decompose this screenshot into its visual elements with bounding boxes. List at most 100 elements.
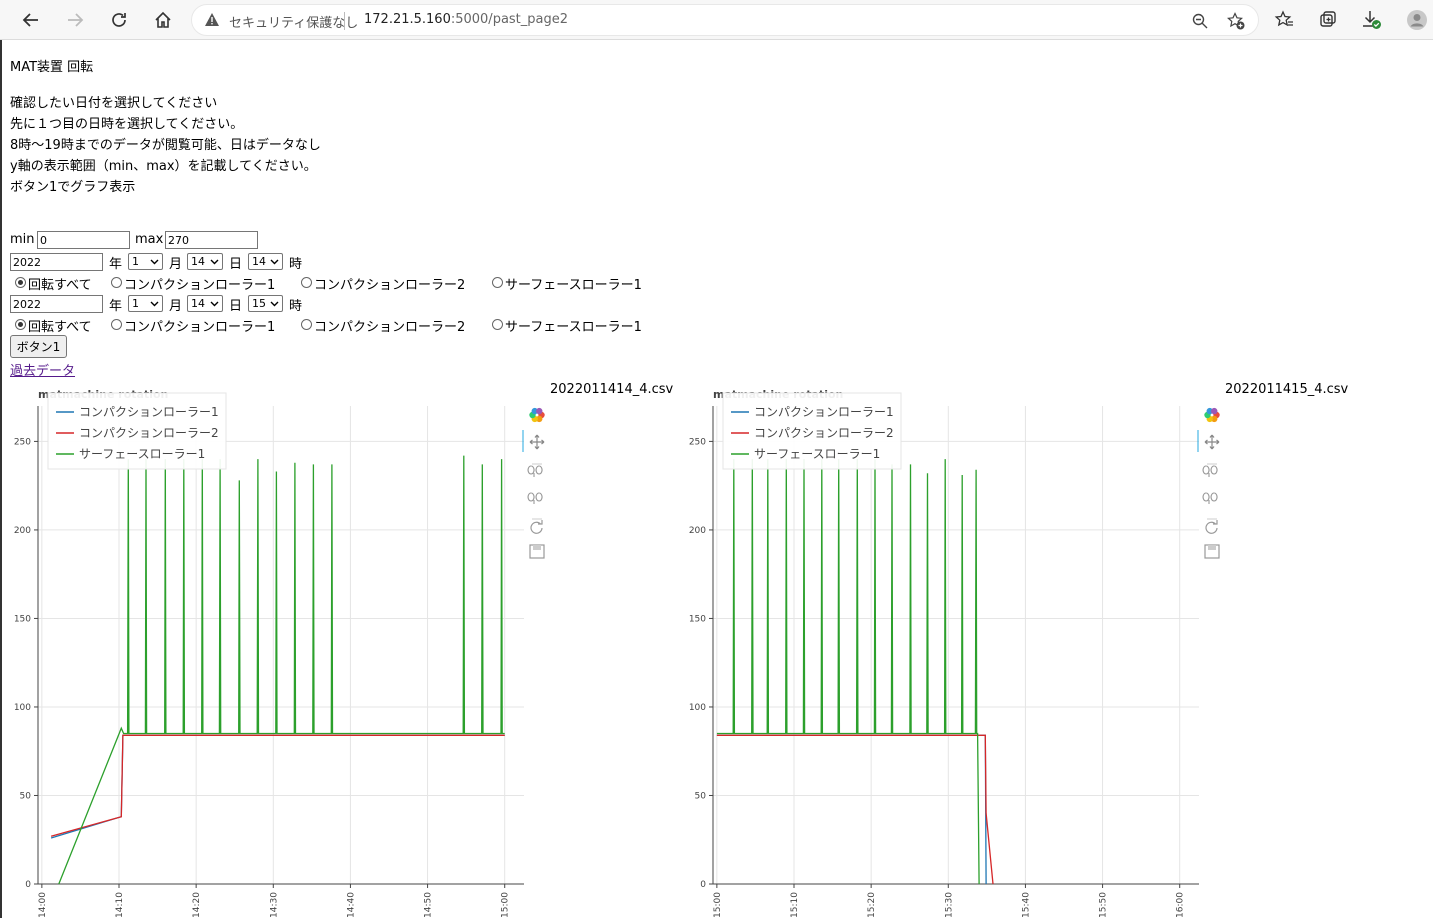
zoom-icon[interactable] <box>1192 13 1208 29</box>
radio-label: サーフェースローラー1 <box>505 278 642 293</box>
radio-label: コンパクションローラー2 <box>314 278 466 293</box>
home-icon <box>155 11 171 28</box>
x-tick-label: 15:50 <box>1099 892 1109 918</box>
bokeh-logo-icon <box>1204 407 1220 423</box>
warning-triangle-icon <box>205 13 219 26</box>
chevron-down-icon <box>150 259 159 265</box>
url-path: :5000/past_page2 <box>450 12 569 27</box>
month-value: 1 <box>132 297 139 310</box>
collections-button[interactable] <box>1314 6 1342 34</box>
home-button[interactable] <box>149 6 177 34</box>
y-tick-label: 50 <box>20 791 32 801</box>
downloads-button[interactable] <box>1358 6 1386 34</box>
chevron-down-icon <box>270 301 279 307</box>
y-tick-label: 250 <box>689 437 706 447</box>
y-tick-label: 100 <box>689 703 706 713</box>
rotation-chart-2: matmachine rotation05010015020025015:001… <box>689 388 1220 918</box>
favorites-button[interactable] <box>1270 6 1298 34</box>
y-tick-label: 0 <box>25 880 31 890</box>
month-unit: 月 <box>169 299 183 314</box>
min-input[interactable] <box>37 231 130 249</box>
y-tick-label: 0 <box>700 880 706 890</box>
radio-label: コンパクションローラー2 <box>314 320 466 335</box>
add-favorite-icon[interactable] <box>1227 12 1245 30</box>
pan-tool-icon <box>529 434 545 450</box>
radio-all-1[interactable] <box>15 277 26 288</box>
legend-box <box>47 392 227 470</box>
back-arrow-icon <box>22 13 38 27</box>
legend-box <box>722 392 902 470</box>
instruction-line: 先に１つ目の日時を選択してください。 <box>10 117 244 132</box>
rotation-chart-1: matmachine rotation05010015020025014:001… <box>14 388 545 918</box>
reload-button[interactable] <box>105 6 133 34</box>
radio-label: 回転すべて <box>28 320 92 335</box>
save-tool-icon-label <box>1208 545 1216 550</box>
hour-value: 14 <box>252 255 266 268</box>
hour-unit: 時 <box>289 257 303 272</box>
radio-surface-roller-1-a[interactable] <box>492 277 503 288</box>
browser-toolbar: セキュリティ保護なし 172.21.5.160:5000/past_page2 <box>0 0 1433 40</box>
instruction-line: ボタン1でグラフ表示 <box>10 180 136 195</box>
max-input[interactable] <box>165 231 258 249</box>
pan-tool-icon <box>1204 434 1220 450</box>
back-button[interactable] <box>17 6 45 34</box>
x-tick-label: 14:00 <box>38 892 48 918</box>
reset-tool-icon <box>530 520 543 534</box>
chevron-down-icon <box>210 259 219 265</box>
radio-compaction-roller-2-a[interactable] <box>301 277 312 288</box>
left-edge-bar <box>0 40 2 918</box>
day-unit: 日 <box>229 299 243 314</box>
x-tick-label: 16:00 <box>1176 892 1186 918</box>
chevron-down-icon <box>270 259 279 265</box>
radio-label: コンパクションローラー1 <box>124 320 276 335</box>
address-separator <box>344 12 345 30</box>
radio-label: 回転すべて <box>28 278 92 293</box>
x-tick-label: 15:30 <box>944 892 954 918</box>
address-bar[interactable]: セキュリティ保護なし 172.21.5.160:5000/past_page2 <box>191 4 1259 36</box>
radio-all-2[interactable] <box>15 319 26 330</box>
day-select-2[interactable]: 14 <box>187 295 223 312</box>
x-tick-label: 15:00 <box>501 892 511 918</box>
graph-button[interactable]: ボタン1 <box>10 335 67 358</box>
wheel-zoom-tool-icon <box>527 465 543 477</box>
x-tick-label: 15:00 <box>713 892 723 918</box>
download-icon <box>1363 11 1381 29</box>
radio-surface-roller-1-b[interactable] <box>492 319 503 330</box>
instruction-line: 確認したい日付を選択してください <box>10 96 218 111</box>
day-select-1[interactable]: 14 <box>187 253 223 270</box>
save-tool-icon-label <box>533 545 541 550</box>
security-status: セキュリティ保護なし <box>229 16 359 31</box>
hour-select-1[interactable]: 14 <box>248 253 283 270</box>
page-content: MAT装置 回転 確認したい日付を選択してください 先に１つ目の日時を選択してく… <box>0 40 1433 918</box>
box-zoom-tool-icon <box>1202 492 1218 504</box>
reload-icon <box>112 13 126 27</box>
legend-label: コンパクションローラー2 <box>754 426 894 440</box>
series-line-3 <box>716 459 980 885</box>
radio-compaction-roller-1-a[interactable] <box>111 277 122 288</box>
day-unit: 日 <box>229 257 243 272</box>
url-text: 172.21.5.160:5000/past_page2 <box>364 12 568 27</box>
y-tick-label: 150 <box>689 614 706 624</box>
wheel-zoom-tool-icon <box>1202 465 1218 477</box>
past-data-link[interactable]: 過去データ <box>10 364 76 379</box>
url-host: 172.21.5.160 <box>364 12 451 27</box>
year-input-2[interactable] <box>10 295 103 313</box>
instruction-line: y軸の表示範囲（min、max）を記載してください。 <box>10 159 317 174</box>
month-select-2[interactable]: 1 <box>128 295 163 312</box>
forward-arrow-icon <box>68 13 84 27</box>
favorites-star-icon <box>1274 10 1293 27</box>
hour-select-2[interactable]: 15 <box>248 295 283 312</box>
radio-compaction-roller-1-b[interactable] <box>111 319 122 330</box>
month-value: 1 <box>132 255 139 268</box>
y-tick-label: 200 <box>14 526 31 536</box>
year-unit: 年 <box>109 257 123 272</box>
year-input-1[interactable] <box>10 253 103 271</box>
forward-button[interactable] <box>61 6 89 34</box>
y-tick-label: 100 <box>14 703 31 713</box>
radio-compaction-roller-2-b[interactable] <box>301 319 312 330</box>
profile-button[interactable] <box>1403 6 1431 34</box>
chevron-down-icon <box>150 301 159 307</box>
month-select-1[interactable]: 1 <box>128 253 163 270</box>
legend-label: コンパクションローラー2 <box>79 426 219 440</box>
y-tick-label: 250 <box>14 437 31 447</box>
